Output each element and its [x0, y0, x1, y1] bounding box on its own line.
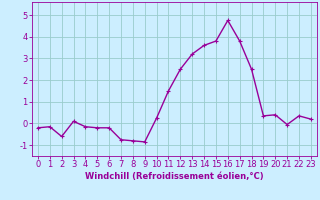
X-axis label: Windchill (Refroidissement éolien,°C): Windchill (Refroidissement éolien,°C): [85, 172, 264, 181]
